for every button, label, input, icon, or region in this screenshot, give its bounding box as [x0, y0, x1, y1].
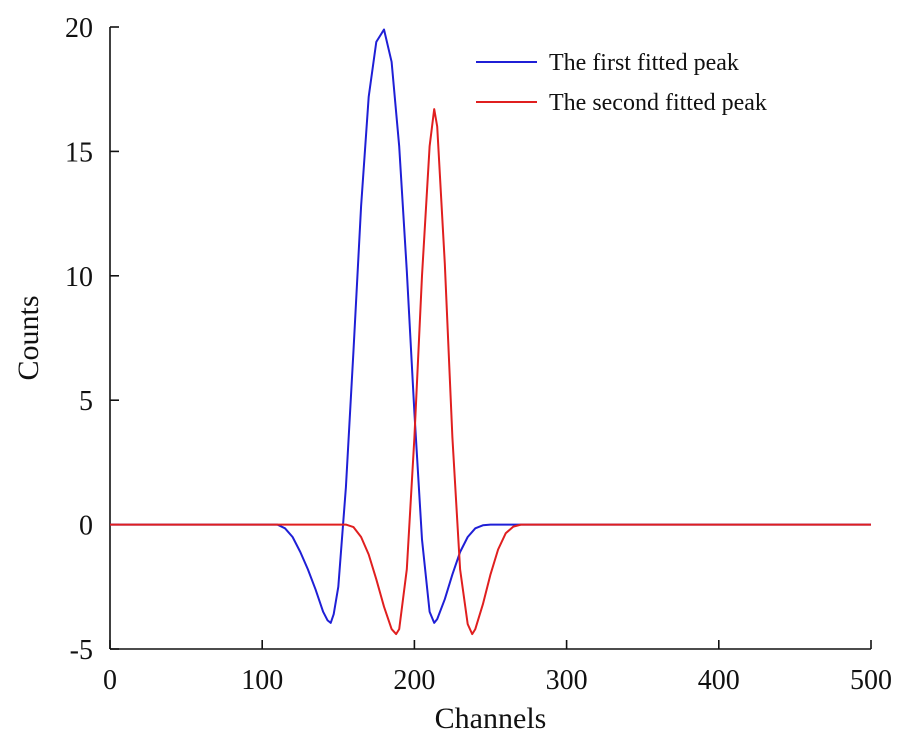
x-tick-label: 300	[546, 665, 588, 696]
legend-label-first-fitted-peak: The first fitted peak	[549, 50, 739, 76]
y-tick-label: 20	[65, 13, 93, 44]
x-tick-label: 400	[698, 665, 740, 696]
y-tick-label: -5	[70, 635, 93, 666]
x-tick-label: 0	[103, 665, 117, 696]
y-axis-title: Counts	[12, 295, 45, 380]
legend: The first fitted peak The second fitted …	[476, 50, 767, 116]
y-tick-label: 5	[79, 386, 93, 417]
legend-label-second-fitted-peak: The second fitted peak	[549, 90, 767, 116]
axes	[109, 27, 871, 650]
y-tick-label: 15	[65, 137, 93, 168]
y-tick-label: 0	[79, 511, 93, 542]
x-axis-title: Channels	[435, 702, 547, 735]
series-line-first-fitted-peak	[110, 28, 871, 624]
x-tick-label: 200	[393, 665, 435, 696]
x-axis-ticks: 0 100 200 300 400 500	[103, 640, 892, 696]
series-layer	[110, 28, 871, 636]
series-line-second-fitted-peak	[110, 108, 871, 636]
y-axis-ticks: -5 0 5 10 15 20	[65, 13, 119, 666]
y-tick-label: 10	[65, 262, 93, 293]
x-tick-label: 500	[850, 665, 892, 696]
x-tick-label: 100	[241, 665, 283, 696]
